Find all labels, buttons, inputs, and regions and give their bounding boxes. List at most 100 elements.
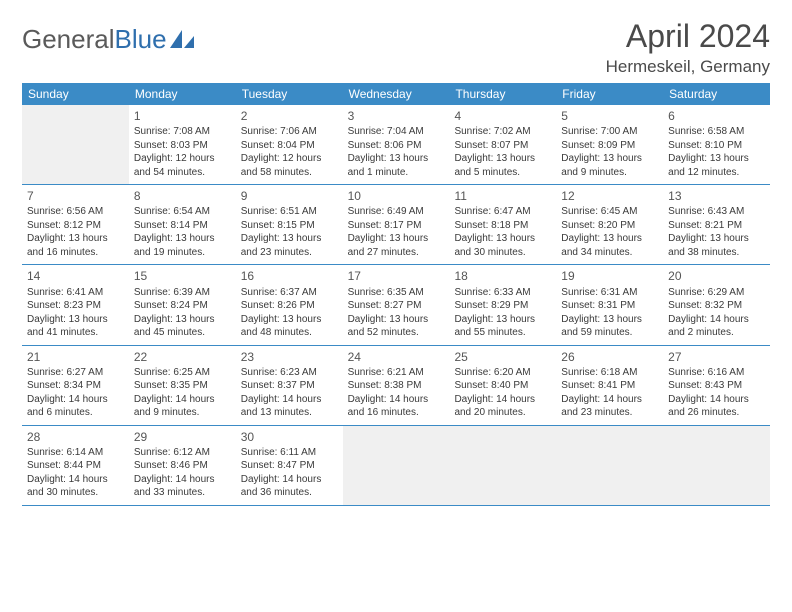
sunset-text: Sunset: 8:35 PM [134, 379, 231, 393]
day-number: 19 [561, 268, 658, 284]
sunrise-text: Sunrise: 6:31 AM [561, 286, 658, 300]
day-cell: 26Sunrise: 6:18 AMSunset: 8:41 PMDayligh… [556, 346, 663, 425]
sunrise-text: Sunrise: 7:02 AM [454, 125, 551, 139]
sunset-text: Sunset: 8:18 PM [454, 219, 551, 233]
sunrise-text: Sunrise: 6:16 AM [668, 366, 765, 380]
day-number: 26 [561, 349, 658, 365]
sunrise-text: Sunrise: 6:58 AM [668, 125, 765, 139]
day-cell: 14Sunrise: 6:41 AMSunset: 8:23 PMDayligh… [22, 265, 129, 344]
daylight-text: Daylight: 14 hours and 6 minutes. [27, 393, 124, 420]
sunrise-text: Sunrise: 7:06 AM [241, 125, 338, 139]
daylight-text: Daylight: 14 hours and 23 minutes. [561, 393, 658, 420]
sunset-text: Sunset: 8:26 PM [241, 299, 338, 313]
day-cell: 25Sunrise: 6:20 AMSunset: 8:40 PMDayligh… [449, 346, 556, 425]
day-number: 6 [668, 108, 765, 124]
day-cell: 19Sunrise: 6:31 AMSunset: 8:31 PMDayligh… [556, 265, 663, 344]
day-number: 13 [668, 188, 765, 204]
sunset-text: Sunset: 8:38 PM [348, 379, 445, 393]
day-number: 4 [454, 108, 551, 124]
sunset-text: Sunset: 8:06 PM [348, 139, 445, 153]
sunset-text: Sunset: 8:46 PM [134, 459, 231, 473]
sunrise-text: Sunrise: 7:08 AM [134, 125, 231, 139]
sunrise-text: Sunrise: 6:51 AM [241, 205, 338, 219]
sunset-text: Sunset: 8:17 PM [348, 219, 445, 233]
day-cell: 11Sunrise: 6:47 AMSunset: 8:18 PMDayligh… [449, 185, 556, 264]
week-row: 14Sunrise: 6:41 AMSunset: 8:23 PMDayligh… [22, 265, 770, 345]
weekday-header: Saturday [663, 83, 770, 105]
daylight-text: Daylight: 14 hours and 13 minutes. [241, 393, 338, 420]
logo-text-blue: Blue [115, 24, 167, 55]
sunrise-text: Sunrise: 6:49 AM [348, 205, 445, 219]
sunrise-text: Sunrise: 6:12 AM [134, 446, 231, 460]
title-block: April 2024 Hermeskeil, Germany [606, 18, 770, 77]
week-row: 7Sunrise: 6:56 AMSunset: 8:12 PMDaylight… [22, 185, 770, 265]
sunrise-text: Sunrise: 6:54 AM [134, 205, 231, 219]
daylight-text: Daylight: 13 hours and 16 minutes. [27, 232, 124, 259]
sunrise-text: Sunrise: 6:41 AM [27, 286, 124, 300]
day-cell: 28Sunrise: 6:14 AMSunset: 8:44 PMDayligh… [22, 426, 129, 505]
sunset-text: Sunset: 8:31 PM [561, 299, 658, 313]
header: GeneralBlue April 2024 Hermeskeil, Germa… [22, 18, 770, 77]
calendar-grid: SundayMondayTuesdayWednesdayThursdayFrid… [22, 83, 770, 506]
day-number: 29 [134, 429, 231, 445]
day-number: 15 [134, 268, 231, 284]
day-number: 16 [241, 268, 338, 284]
sunset-text: Sunset: 8:27 PM [348, 299, 445, 313]
sunrise-text: Sunrise: 6:20 AM [454, 366, 551, 380]
day-cell: 5Sunrise: 7:00 AMSunset: 8:09 PMDaylight… [556, 105, 663, 184]
daylight-text: Daylight: 13 hours and 55 minutes. [454, 313, 551, 340]
day-number: 25 [454, 349, 551, 365]
logo-sail-icon [170, 30, 196, 50]
weekday-header: Wednesday [343, 83, 450, 105]
sunset-text: Sunset: 8:20 PM [561, 219, 658, 233]
daylight-text: Daylight: 13 hours and 45 minutes. [134, 313, 231, 340]
sunset-text: Sunset: 8:03 PM [134, 139, 231, 153]
day-number: 12 [561, 188, 658, 204]
daylight-text: Daylight: 13 hours and 48 minutes. [241, 313, 338, 340]
weekday-header: Sunday [22, 83, 129, 105]
day-cell: 9Sunrise: 6:51 AMSunset: 8:15 PMDaylight… [236, 185, 343, 264]
daylight-text: Daylight: 13 hours and 52 minutes. [348, 313, 445, 340]
weekday-header: Friday [556, 83, 663, 105]
day-number: 22 [134, 349, 231, 365]
daylight-text: Daylight: 13 hours and 19 minutes. [134, 232, 231, 259]
sunrise-text: Sunrise: 6:21 AM [348, 366, 445, 380]
sunrise-text: Sunrise: 6:11 AM [241, 446, 338, 460]
daylight-text: Daylight: 14 hours and 33 minutes. [134, 473, 231, 500]
day-number: 7 [27, 188, 124, 204]
weekday-header: Thursday [449, 83, 556, 105]
day-cell-empty [663, 426, 770, 505]
sunset-text: Sunset: 8:47 PM [241, 459, 338, 473]
day-cell: 17Sunrise: 6:35 AMSunset: 8:27 PMDayligh… [343, 265, 450, 344]
daylight-text: Daylight: 13 hours and 12 minutes. [668, 152, 765, 179]
daylight-text: Daylight: 14 hours and 9 minutes. [134, 393, 231, 420]
day-number: 11 [454, 188, 551, 204]
sunset-text: Sunset: 8:15 PM [241, 219, 338, 233]
sunrise-text: Sunrise: 6:43 AM [668, 205, 765, 219]
day-cell-empty [449, 426, 556, 505]
sunrise-text: Sunrise: 6:56 AM [27, 205, 124, 219]
day-cell: 2Sunrise: 7:06 AMSunset: 8:04 PMDaylight… [236, 105, 343, 184]
day-cell-empty [556, 426, 663, 505]
sunset-text: Sunset: 8:34 PM [27, 379, 124, 393]
day-number: 30 [241, 429, 338, 445]
daylight-text: Daylight: 12 hours and 58 minutes. [241, 152, 338, 179]
daylight-text: Daylight: 13 hours and 30 minutes. [454, 232, 551, 259]
day-cell: 18Sunrise: 6:33 AMSunset: 8:29 PMDayligh… [449, 265, 556, 344]
daylight-text: Daylight: 13 hours and 5 minutes. [454, 152, 551, 179]
day-number: 20 [668, 268, 765, 284]
week-row: 28Sunrise: 6:14 AMSunset: 8:44 PMDayligh… [22, 426, 770, 506]
sunrise-text: Sunrise: 6:47 AM [454, 205, 551, 219]
day-cell: 16Sunrise: 6:37 AMSunset: 8:26 PMDayligh… [236, 265, 343, 344]
daylight-text: Daylight: 14 hours and 16 minutes. [348, 393, 445, 420]
daylight-text: Daylight: 14 hours and 36 minutes. [241, 473, 338, 500]
day-number: 27 [668, 349, 765, 365]
day-number: 18 [454, 268, 551, 284]
daylight-text: Daylight: 14 hours and 20 minutes. [454, 393, 551, 420]
sunset-text: Sunset: 8:29 PM [454, 299, 551, 313]
weekday-header: Monday [129, 83, 236, 105]
calendar-page: GeneralBlue April 2024 Hermeskeil, Germa… [0, 0, 792, 524]
day-cell: 15Sunrise: 6:39 AMSunset: 8:24 PMDayligh… [129, 265, 236, 344]
sunset-text: Sunset: 8:10 PM [668, 139, 765, 153]
sunset-text: Sunset: 8:04 PM [241, 139, 338, 153]
